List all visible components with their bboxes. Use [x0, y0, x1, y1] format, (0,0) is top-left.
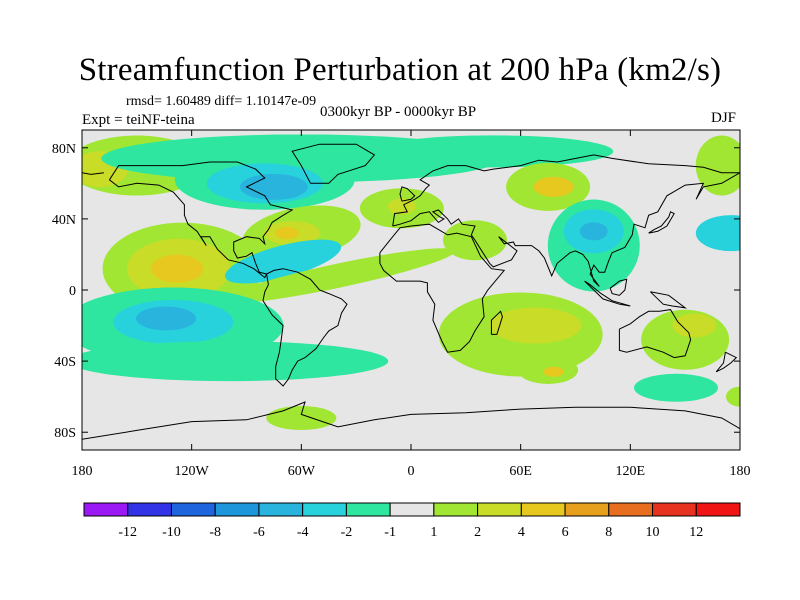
s-ocean-negative-band — [82, 341, 389, 382]
colorbar-label: -1 — [384, 525, 396, 540]
colorbar-label: 8 — [605, 525, 612, 540]
colorbar-swatch — [520, 502, 566, 517]
colorbar-label: -2 — [341, 525, 353, 540]
coast-australia — [618, 309, 692, 359]
siberia-positive-core — [533, 176, 574, 197]
tropical-band-positive — [220, 248, 456, 304]
x-tick-label: 60E — [509, 464, 532, 479]
coast-south-america — [262, 268, 348, 387]
colorbar-label: -4 — [297, 525, 309, 540]
coast-north-america — [108, 161, 294, 279]
stats-text: rmsd= 1.60489 diff= 1.10147e-09 — [126, 94, 317, 109]
colorbar: -12 -10 -8 -6 -4 -2 -1 1 2 4 6 8 10 12 — [83, 502, 741, 540]
colorbar-label: 10 — [646, 525, 660, 540]
coastlines — [82, 143, 740, 440]
colorbar-label: -10 — [162, 525, 181, 540]
indian-ocean-positive — [489, 307, 582, 344]
colorbar-swatch — [83, 502, 129, 517]
colorbar-label: 2 — [474, 525, 481, 540]
period-label: 0300kyr BP - 0000kyr BP — [320, 104, 477, 120]
x-tick-label: 60W — [288, 464, 316, 479]
colorbar-swatch — [302, 502, 347, 517]
x-tick-label: 120E — [616, 464, 646, 479]
n-pacific-negative — [695, 215, 740, 252]
coast-madagascar — [490, 310, 503, 335]
y-tick-label: 80N — [52, 142, 76, 157]
coast-eurasia-east — [392, 172, 740, 287]
y-tick-label: 0 — [69, 284, 76, 299]
season-label: DJF — [711, 110, 737, 126]
y-tick-label: 80S — [54, 426, 76, 441]
colorbar-swatch — [127, 502, 172, 517]
colorbar-label: -12 — [118, 525, 137, 540]
colorbar-label: 1 — [430, 525, 437, 540]
experiment-label: Expt = teiNF-teina — [82, 112, 195, 128]
colorbar-label: -6 — [253, 525, 265, 540]
colorbar-swatch — [214, 502, 260, 517]
nw-pacific-positive — [695, 135, 740, 196]
colorbar-swatch — [170, 502, 216, 517]
colorbar-swatch — [608, 502, 654, 517]
coast-new-guinea — [650, 291, 688, 309]
s-indian-positive-core — [543, 366, 564, 377]
x-tick-label: 180 — [730, 464, 751, 479]
coast-britain — [399, 186, 416, 202]
chart-title: Streamfunction Perturbation at 200 hPa (… — [78, 52, 722, 88]
coast-greenland — [291, 143, 376, 184]
map-plot-area — [82, 130, 740, 450]
coast-alaska-west — [82, 172, 104, 175]
coast-africa — [379, 223, 506, 353]
n-russia-negative — [373, 135, 614, 168]
colorbar-label: 4 — [518, 525, 525, 540]
n-atlantic-positive-inner — [274, 227, 299, 240]
x-tick-label: 120W — [175, 464, 210, 479]
colorbar-swatch — [652, 502, 697, 517]
coast-antarctica — [82, 401, 740, 440]
coast-indonesia — [584, 280, 631, 307]
colorbar-swatch — [258, 502, 304, 517]
central-atlantic-negative — [224, 239, 342, 284]
s-pacific-negative-core — [136, 306, 197, 331]
n-canada-negative-core — [239, 173, 308, 200]
colorbar-swatch — [389, 502, 435, 517]
se-pacific-positive — [726, 386, 740, 407]
coast-eurasia — [392, 154, 740, 227]
colorbar-label: 12 — [689, 525, 703, 540]
streamfunction-contours — [82, 134, 740, 430]
y-tick-label: 40S — [54, 355, 76, 370]
colorbar-swatch — [695, 502, 741, 517]
colorbar-label: 6 — [562, 525, 569, 540]
colorbar-swatch — [564, 502, 610, 517]
colorbar-label: -8 — [209, 525, 221, 540]
s-ocean-positive — [266, 406, 337, 430]
x-tick-label: 180 — [72, 464, 93, 479]
colorbar-swatch — [433, 502, 479, 517]
east-asia-negative-core — [579, 222, 608, 241]
x-tick-label: 0 — [408, 464, 415, 479]
e-pacific-positive-core — [151, 254, 204, 283]
australia-positive-core — [672, 313, 717, 338]
coast-borneo — [609, 278, 628, 296]
colorbar-swatch — [345, 502, 391, 517]
coast-japan — [648, 211, 675, 234]
s-australia-negative — [634, 373, 719, 402]
y-tick-label: 40N — [52, 213, 76, 228]
axes: 180 120W 60W 0 60E 120E 180 80N 40N 0 40S 80S — [52, 130, 751, 479]
coast-new-zealand — [715, 351, 738, 373]
colorbar-swatch — [477, 502, 522, 517]
